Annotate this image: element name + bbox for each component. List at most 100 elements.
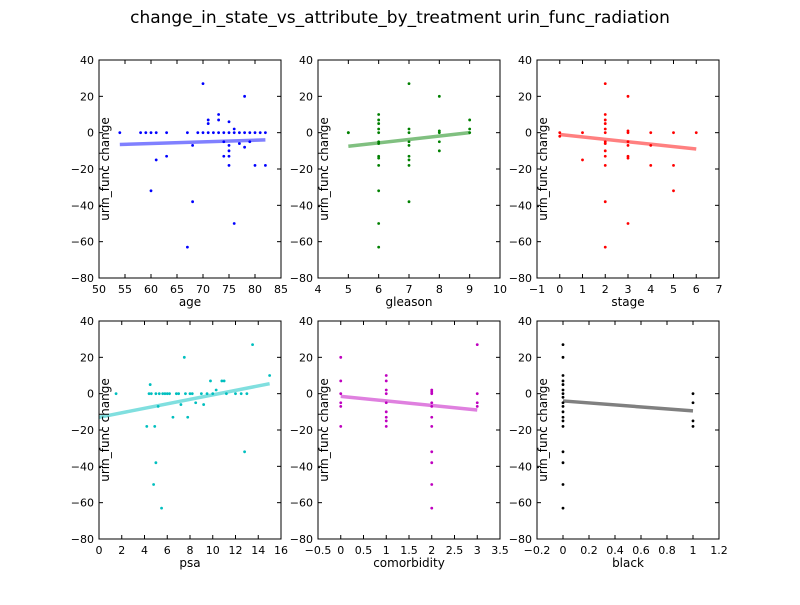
data-point: [149, 392, 153, 396]
y-tick-label: 0: [87, 388, 94, 401]
x-tick-label: 85: [274, 283, 288, 296]
x-tick-label: 0: [96, 544, 103, 557]
data-point: [217, 118, 221, 122]
data-point: [603, 154, 607, 158]
x-tick-label: 6: [164, 544, 171, 557]
x-tick-label: −0.5: [305, 544, 332, 557]
x-tick-label: 16: [274, 544, 288, 557]
axes-frame: [317, 59, 501, 279]
data-point: [248, 140, 252, 144]
data-point: [245, 392, 249, 396]
x-tick-label: 55: [118, 283, 132, 296]
y-tick-label: −80: [290, 272, 313, 285]
data-point: [205, 392, 209, 396]
data-point: [149, 131, 153, 135]
data-point: [145, 424, 149, 428]
data-point: [384, 374, 388, 377]
data-point: [227, 154, 231, 158]
data-point: [182, 355, 186, 359]
data-point: [157, 392, 161, 396]
x-axis-label: black: [612, 556, 644, 570]
data-point: [232, 127, 236, 131]
data-point: [561, 410, 565, 414]
x-tick-label: 6: [693, 283, 700, 296]
data-point: [603, 113, 607, 116]
data-point: [268, 374, 272, 377]
y-tick-label: 0: [306, 388, 313, 401]
data-point: [468, 118, 472, 122]
data-point: [377, 122, 381, 125]
x-tick-label: −1: [529, 283, 545, 296]
y-tick-label: −20: [509, 424, 532, 437]
data-point: [384, 401, 388, 405]
data-point: [561, 461, 565, 465]
data-point: [339, 379, 343, 383]
data-point: [201, 82, 205, 86]
data-point: [603, 131, 607, 135]
data-point: [626, 222, 630, 225]
data-point: [202, 403, 206, 406]
data-point: [194, 401, 198, 405]
data-point: [581, 131, 584, 135]
x-tick-label: 10: [206, 544, 220, 557]
data-point: [264, 131, 267, 135]
x-tick-label: 6: [375, 283, 382, 296]
y-tick-label: 20: [299, 351, 313, 364]
data-point: [339, 401, 343, 405]
x-tick-label: 75: [222, 283, 236, 296]
subplot-stage: −1 0 1 2 3 4 5 6 7 −80 −60 −40 −20 0 20 40 stage urin_fun…: [509, 54, 723, 309]
data-point: [232, 131, 236, 135]
data-point: [626, 94, 630, 98]
data-point: [626, 140, 630, 144]
data-point: [222, 131, 226, 135]
data-point: [649, 131, 653, 135]
data-point: [165, 392, 169, 396]
data-point: [561, 383, 565, 386]
data-point: [603, 163, 607, 167]
data-point: [186, 131, 189, 135]
data-point: [603, 82, 607, 86]
data-point: [561, 355, 565, 359]
data-point: [377, 163, 381, 167]
data-point: [149, 189, 153, 193]
data-point: [603, 200, 607, 204]
data-point: [152, 483, 156, 486]
data-point: [561, 450, 565, 454]
data-point: [377, 156, 381, 160]
axes-frame: [98, 59, 282, 279]
x-tick-label: 7: [716, 283, 723, 296]
data-point: [148, 383, 152, 386]
axes-frame: [317, 320, 501, 540]
data-point: [407, 200, 411, 204]
data-point: [603, 142, 607, 145]
y-tick-label: −80: [71, 533, 94, 546]
data-point: [243, 450, 247, 454]
data-point: [225, 392, 228, 396]
x-tick-label: 2: [602, 283, 609, 296]
data-point: [475, 392, 479, 396]
axes-frame: [98, 320, 282, 540]
data-point: [672, 131, 675, 135]
data-point: [217, 113, 221, 116]
data-point: [377, 142, 381, 145]
data-point: [239, 392, 243, 396]
data-point: [346, 131, 350, 135]
y-tick-label: 40: [518, 315, 532, 328]
data-point: [168, 392, 171, 396]
data-point: [163, 392, 167, 396]
y-tick-label: −60: [290, 236, 313, 249]
data-point: [243, 145, 247, 149]
data-point: [196, 131, 200, 135]
data-point: [186, 415, 190, 419]
data-point: [253, 163, 257, 167]
data-point: [407, 127, 411, 131]
x-tick-label: 2: [428, 544, 435, 557]
y-axis-label: urin_func change: [317, 117, 331, 221]
data-point: [165, 154, 169, 158]
data-point: [153, 424, 157, 428]
y-tick-label: −40: [71, 460, 94, 473]
y-axis-label: urin_func change: [98, 378, 112, 482]
x-tick-label: 4: [315, 283, 322, 296]
data-point: [384, 415, 388, 419]
data-point: [581, 158, 584, 162]
